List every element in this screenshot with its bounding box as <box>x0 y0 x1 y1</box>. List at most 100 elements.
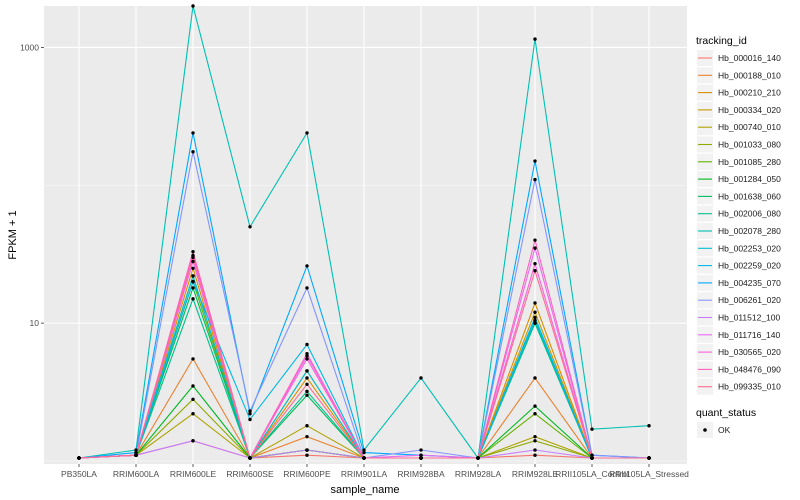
data-point <box>248 409 252 413</box>
x-tick-label: PB350LA <box>61 469 97 479</box>
legend-label: Hb_099335_010 <box>718 382 781 392</box>
legend-label: Hb_002253_020 <box>718 243 781 253</box>
data-point <box>305 351 309 356</box>
data-point <box>191 439 195 443</box>
x-tick-label: RRIM600PE <box>283 469 331 479</box>
x-tick-label: RRIM901LA <box>341 469 388 479</box>
data-point <box>191 131 195 135</box>
data-point <box>533 301 537 305</box>
data-point <box>248 456 252 460</box>
data-point <box>191 266 195 270</box>
data-point <box>77 456 81 460</box>
data-point <box>305 264 309 268</box>
legend-label: Hb_002259_020 <box>718 261 781 271</box>
legend-label: Hb_006261_020 <box>718 295 781 305</box>
data-point <box>533 246 537 250</box>
data-point <box>305 434 309 439</box>
legend-label: Hb_000016_140 <box>718 53 781 63</box>
data-point <box>590 453 594 457</box>
legend-label: Hb_030565_020 <box>718 347 781 357</box>
data-point <box>533 238 537 242</box>
data-point <box>191 4 195 8</box>
x-axis: PB350LA RRIM600LA RRIM600LE RRIM600SE RRIM60… <box>61 464 689 479</box>
data-point <box>305 357 309 361</box>
data-point <box>419 448 423 452</box>
data-point <box>533 315 537 320</box>
x-tick-label: RRIM928BA <box>397 469 445 479</box>
x-tick-label: RRIM600LA <box>113 469 160 479</box>
data-point <box>248 417 252 422</box>
series-points <box>77 4 651 460</box>
data-point <box>191 384 195 388</box>
status-legend-title: quant_status <box>696 407 756 419</box>
data-point <box>134 450 138 455</box>
data-point <box>590 456 594 460</box>
legend-label: Hb_004235_070 <box>718 278 781 288</box>
data-point <box>533 269 537 273</box>
legend-label: Hb_000210_210 <box>718 88 781 98</box>
legend-label: Hb_000188_010 <box>718 70 781 80</box>
legend-title: tracking_id <box>696 35 747 47</box>
data-point <box>476 456 480 460</box>
data-point <box>248 412 252 416</box>
legend-label: Hb_000334_020 <box>718 105 781 115</box>
data-point <box>191 255 195 260</box>
data-point <box>533 439 537 443</box>
x-tick-label: RRIM600LE <box>170 469 217 479</box>
legend: tracking_id Hb_000016_140 Hb_000188_010 Hb… <box>696 35 781 438</box>
data-point <box>362 450 366 455</box>
data-point <box>533 321 537 325</box>
data-point <box>533 177 537 182</box>
data-point <box>647 424 651 428</box>
legend-label: Hb_011716_140 <box>718 330 781 340</box>
data-point <box>419 376 423 380</box>
x-tick-label: RRII105LA_Control <box>555 469 629 479</box>
legend-label: Hb_048476_090 <box>718 364 781 374</box>
data-point <box>134 453 138 457</box>
data-point <box>191 397 195 402</box>
data-point <box>533 412 537 416</box>
legend-label: Hb_001085_280 <box>718 157 781 167</box>
data-point <box>305 393 309 397</box>
data-point <box>533 434 537 439</box>
legend-label: Hb_001638_060 <box>718 191 781 201</box>
data-point <box>419 456 423 460</box>
legend-label: Hb_011512_100 <box>718 313 781 323</box>
data-point <box>191 249 195 254</box>
data-point <box>191 286 195 290</box>
data-point <box>191 357 195 361</box>
data-point <box>533 376 537 380</box>
x-tick-label: RRIM600SE <box>226 469 274 479</box>
y-tick-label: 10 <box>30 318 40 328</box>
data-point <box>533 159 537 163</box>
data-point <box>191 412 195 416</box>
data-point <box>305 448 309 452</box>
x-axis-title: sample_name <box>330 484 399 496</box>
data-point <box>533 453 537 457</box>
data-point <box>305 453 309 457</box>
data-point <box>305 382 309 386</box>
status-legend-point <box>703 428 707 432</box>
data-point <box>191 297 195 301</box>
y-tick-label: 1000 <box>20 42 39 52</box>
data-point <box>134 448 138 452</box>
data-point <box>191 259 195 264</box>
data-point <box>533 37 537 41</box>
x-tick-label: RRII105LA_Stressed <box>609 469 689 479</box>
legend-label: Hb_001284_050 <box>718 174 781 184</box>
data-point <box>305 131 309 135</box>
x-tick-label: RRIM928LA <box>455 469 502 479</box>
legend-label: Hb_000740_010 <box>718 122 781 132</box>
data-point <box>305 369 309 373</box>
data-point <box>533 318 537 322</box>
status-legend-label: OK <box>718 425 731 435</box>
data-point <box>533 310 537 314</box>
plot-panel <box>44 6 687 464</box>
legend-label: Hb_002006_080 <box>718 209 781 219</box>
data-point <box>191 150 195 154</box>
data-point <box>305 389 309 394</box>
data-point <box>191 279 195 284</box>
data-point <box>533 448 537 452</box>
data-point <box>533 404 537 408</box>
